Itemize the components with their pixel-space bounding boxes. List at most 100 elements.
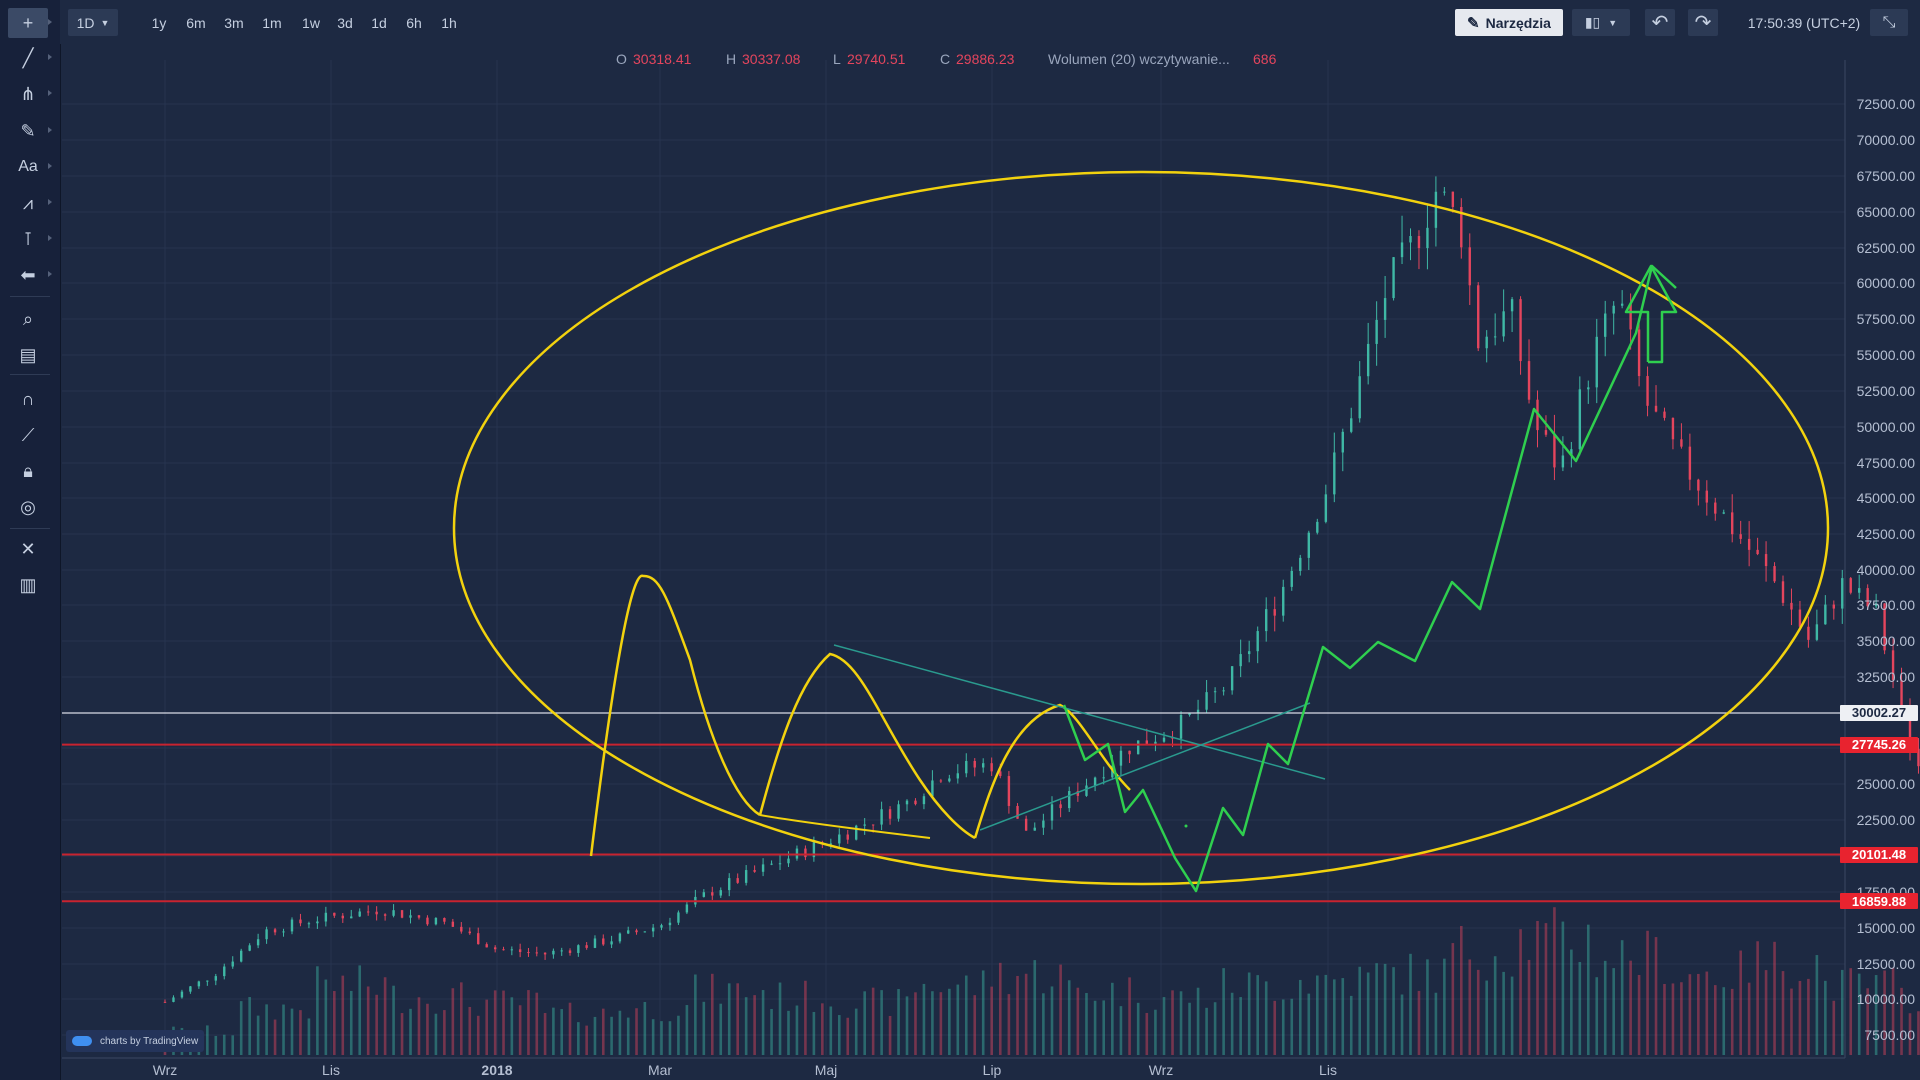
candlestick-series (163, 176, 1920, 1003)
volume-bar (1739, 950, 1742, 1055)
volume-bar (1205, 1007, 1208, 1055)
volume-bars (163, 907, 1920, 1055)
volume-bar (349, 990, 353, 1055)
arrow-tool[interactable]: ⬅ (8, 260, 52, 290)
text-tool[interactable]: Aa (8, 152, 52, 182)
volume-bar (1595, 977, 1599, 1055)
range-button-6h[interactable]: 6h (406, 14, 422, 31)
candle-body (560, 950, 563, 952)
pattern-tool[interactable]: ⩘ (8, 188, 52, 218)
volume-bar (990, 986, 993, 1055)
range-button-3m[interactable]: 3m (224, 14, 244, 31)
brush-tool[interactable]: ✎ (8, 116, 52, 146)
volume-bar (1493, 956, 1497, 1055)
candle-body (316, 921, 319, 924)
trash-tool[interactable]: ▥ (8, 570, 48, 600)
candle-body (383, 914, 387, 916)
candle-body (855, 825, 858, 840)
tradingview-watermark[interactable]: charts by TradingView (66, 1030, 204, 1052)
clock: 17:50:39 (UTC+2) (1747, 14, 1861, 31)
zoom-tool[interactable]: ⌕ (8, 304, 48, 334)
magnet-tool[interactable]: ∩ (8, 384, 48, 414)
candle-body (518, 949, 522, 953)
candle-body (651, 927, 655, 932)
volume-bar (443, 1010, 446, 1055)
volume-bar (804, 980, 807, 1055)
volume-bar (1222, 968, 1225, 1055)
candle-body (939, 780, 943, 782)
volume-bar (476, 1015, 480, 1055)
candle-body (1265, 609, 1268, 632)
candle-body (1451, 191, 1455, 207)
remove-tools-tool[interactable]: ✕ (8, 534, 48, 564)
range-button-1w[interactable]: 1w (302, 14, 320, 31)
candle-body (197, 981, 201, 987)
measure-tool[interactable]: ⊺ (8, 224, 52, 254)
candle-body (761, 864, 765, 872)
volume-bar (643, 1001, 647, 1055)
volume-bar (1570, 949, 1573, 1055)
volume-bar (1756, 941, 1759, 1055)
candle-body (307, 923, 311, 925)
volume-bar (1256, 975, 1259, 1055)
lock-tool[interactable]: 🔒︎ (8, 456, 48, 486)
volume-bar (922, 983, 926, 1055)
volume-bar (610, 1016, 613, 1055)
range-button-3d[interactable]: 3d (337, 14, 353, 31)
candle-body (956, 773, 960, 779)
volume-bar (626, 1017, 630, 1055)
candle-body (460, 926, 463, 932)
ruler-tool[interactable]: ▤ (8, 340, 48, 370)
volume-bar (710, 973, 714, 1055)
candle-body (1316, 521, 1319, 533)
volume-bar (677, 1015, 680, 1055)
volume-bar (1426, 959, 1429, 1055)
undo-button[interactable]: ↶ (1645, 9, 1675, 36)
candle-body (1841, 578, 1844, 609)
candle-body (1654, 405, 1658, 412)
toolbar-separator (10, 374, 50, 375)
volume-bar (1409, 953, 1412, 1055)
candle-body (1434, 191, 1438, 228)
volume-bar (812, 1011, 816, 1055)
volume-bar (939, 992, 943, 1055)
candle-body (1383, 298, 1387, 320)
range-button-1m[interactable]: 1m (262, 14, 282, 31)
redo-button[interactable]: ↷ (1688, 9, 1718, 36)
volume-bar (1111, 982, 1114, 1055)
eye-tool[interactable]: ◎ (8, 492, 48, 522)
range-button-1d[interactable]: 1d (371, 14, 387, 31)
volume-bar (1459, 926, 1463, 1055)
volume-bar (1866, 988, 1869, 1055)
volume-bar (1468, 959, 1472, 1055)
volume-bar (1093, 1000, 1097, 1055)
range-button-1h[interactable]: 1h (441, 14, 457, 31)
candle-body (1553, 434, 1556, 468)
candle-body (543, 952, 547, 955)
tools-button[interactable]: ✎ Narzędzia (1455, 9, 1563, 36)
trend-line-tool[interactable]: ╱ (8, 43, 52, 73)
candle-body (1595, 336, 1598, 388)
candle-body (1409, 236, 1412, 243)
chart-style-select[interactable]: ▮▯ ▼ (1572, 9, 1630, 36)
candle-body (366, 911, 370, 913)
candle-body (1179, 715, 1183, 739)
range-button-6m[interactable]: 6m (186, 14, 206, 31)
volume-bar (1773, 941, 1776, 1055)
candle-body (577, 945, 580, 953)
pencil-lock-tool[interactable]: ⟋ (8, 420, 48, 450)
candle-body (610, 941, 613, 945)
timeframe-select[interactable]: 1D ▼ (68, 9, 118, 36)
crosshair-tool[interactable]: + (8, 8, 52, 38)
range-button-1y[interactable]: 1y (151, 14, 167, 31)
pitchfork-icon: ⋔ (20, 83, 36, 104)
pitchfork-tool[interactable]: ⋔ (8, 79, 52, 109)
volume-bar (1273, 1000, 1277, 1055)
volume-bar (426, 1003, 429, 1055)
candle-body (239, 950, 243, 962)
volume-bar (1832, 1000, 1836, 1055)
candle-body (812, 842, 816, 858)
fullscreen-button[interactable]: ⤡ (1870, 9, 1908, 36)
volume-bar (1366, 972, 1370, 1055)
